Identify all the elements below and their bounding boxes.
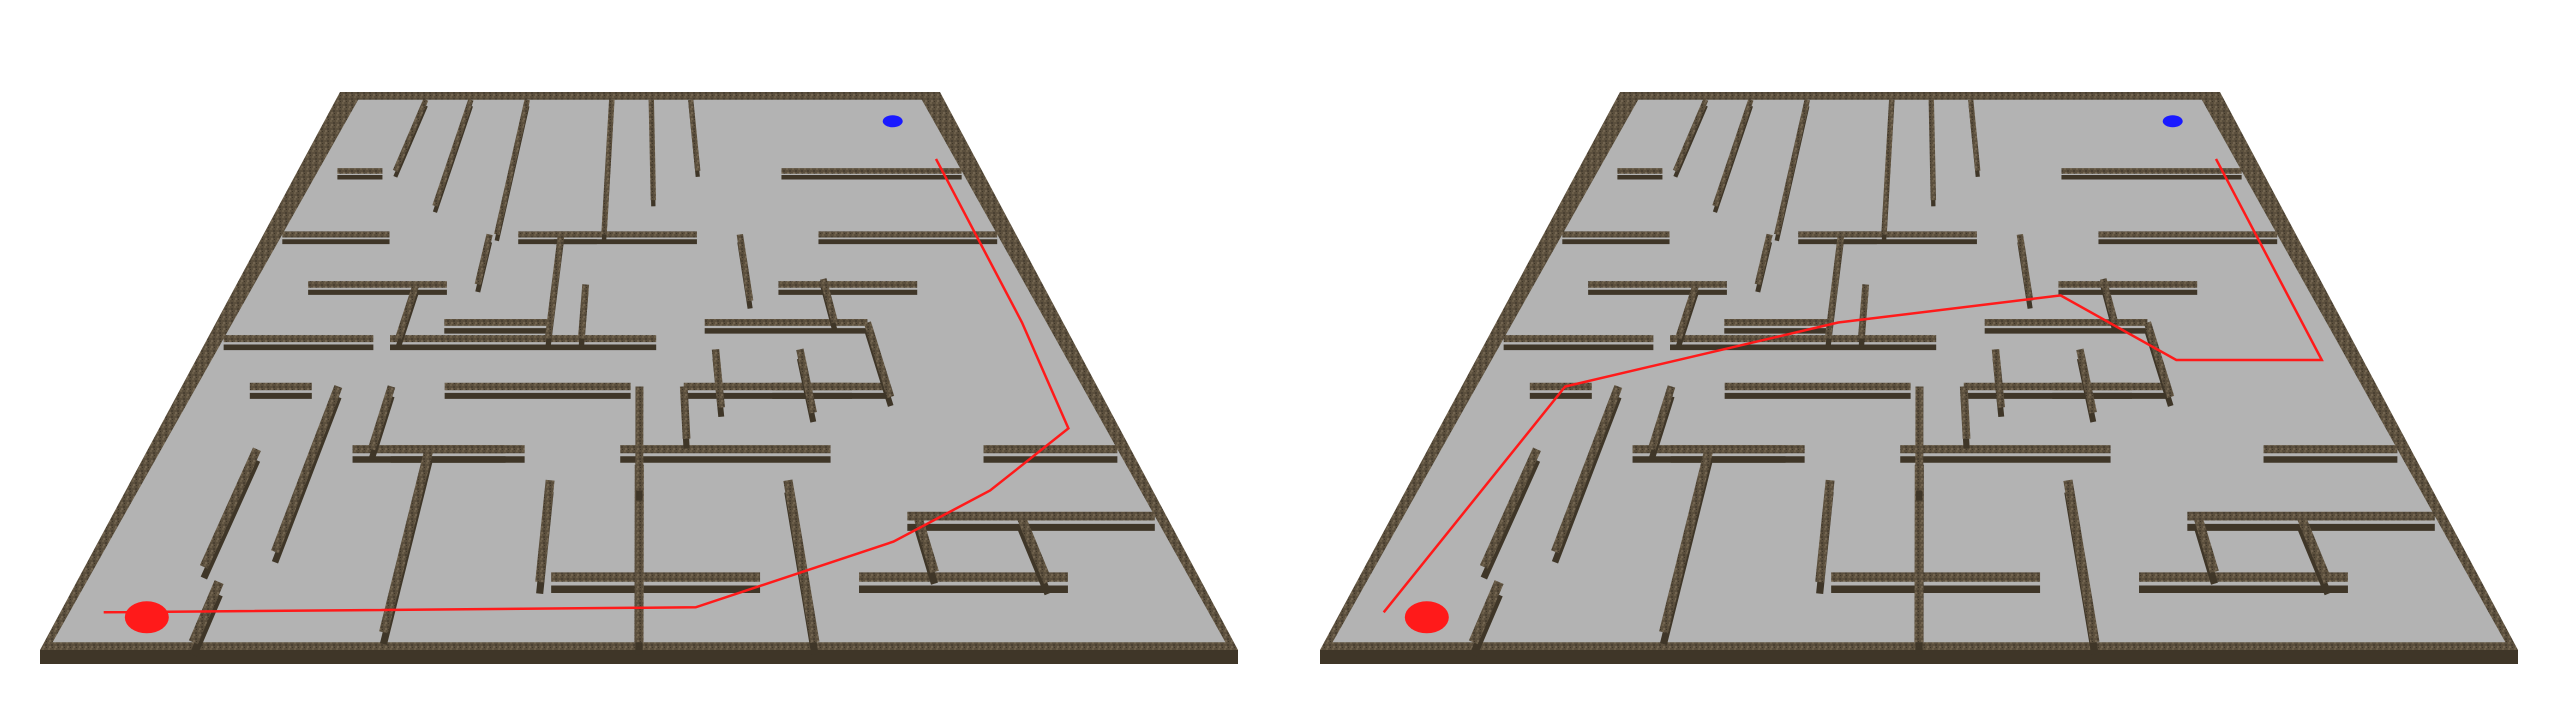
maze-wall — [2143, 321, 2175, 399]
maze-wall — [577, 284, 590, 339]
maze-wall — [736, 233, 754, 302]
maze-wall — [544, 234, 565, 340]
maze-wall — [395, 283, 420, 340]
goal-marker — [882, 115, 903, 128]
maze-wall — [1928, 99, 1937, 201]
maze-wall — [1468, 580, 1504, 645]
maze-wall — [2016, 233, 2034, 302]
maze-wall-side — [1480, 458, 1541, 580]
maze-wall — [819, 278, 839, 324]
maze-wall — [432, 98, 474, 207]
maze-wall — [1857, 284, 1870, 339]
maze-wall — [796, 348, 817, 414]
maze-wall — [783, 479, 820, 644]
maze-wall — [379, 448, 434, 634]
maze-wall — [1991, 348, 2005, 408]
maze-wall — [1754, 233, 1773, 286]
maze-wall — [679, 386, 691, 440]
maze-wall — [2076, 348, 2097, 414]
maze-wall — [271, 384, 343, 554]
maze-wall — [688, 99, 701, 172]
maze-frame-front-edge — [1320, 650, 2518, 664]
maze-wall — [2296, 514, 2333, 584]
maze-wall — [1824, 234, 1845, 340]
maze-wall — [1551, 384, 1623, 554]
maze-wall — [1815, 479, 1835, 583]
maze-wall — [711, 348, 725, 408]
maze-wall — [1774, 99, 1810, 236]
maze-wall — [1881, 99, 1895, 235]
maze-wall — [2063, 479, 2100, 644]
solution-path — [103, 158, 1070, 614]
maze-wall — [1479, 447, 1541, 569]
maze-wall-side — [1469, 593, 1503, 657]
maze-wall — [1672, 98, 1709, 172]
maze-wall — [601, 99, 615, 235]
maze-panel-right — [1320, 92, 2518, 664]
maze-wall — [494, 99, 530, 236]
goal-marker — [2162, 115, 2183, 128]
maze-wall — [474, 233, 493, 286]
maze-frame-front-edge — [40, 650, 1238, 664]
solution-path — [1382, 158, 2324, 614]
maze-wall-side — [200, 458, 261, 580]
maze-wall — [2193, 514, 2219, 574]
maze-wall — [535, 479, 555, 583]
maze-wall — [1968, 99, 1981, 172]
maze-wall — [2099, 278, 2119, 324]
maze-wall — [1712, 98, 1754, 207]
maze-wall-side — [189, 593, 223, 657]
maze-panel-left — [40, 92, 1238, 664]
start-marker — [124, 601, 169, 634]
maze-wall — [1675, 283, 1700, 340]
maze-wall — [367, 385, 396, 451]
maze-wall — [1659, 448, 1714, 634]
maze-wall — [1647, 385, 1676, 451]
maze-wall — [392, 98, 429, 172]
maze-wall — [199, 447, 261, 569]
start-marker — [1404, 601, 1449, 634]
maze-wall — [1016, 514, 1053, 584]
maze-wall — [913, 514, 939, 574]
maze-wall — [863, 321, 895, 399]
maze-wall — [648, 99, 657, 201]
maze-wall — [1959, 386, 1971, 440]
